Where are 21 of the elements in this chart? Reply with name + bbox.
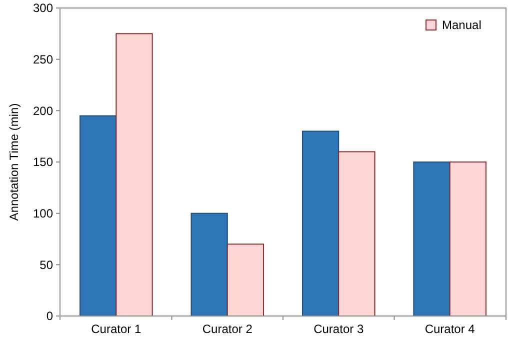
x-tick-label: Curator 1	[91, 322, 142, 336]
bar	[190, 212, 228, 316]
y-tick-label: 300	[32, 1, 54, 16]
x-tick-label: Curator 4	[424, 322, 476, 336]
y-tick-label: 50	[40, 258, 54, 272]
y-axis-title: Annotation Time (min)	[7, 103, 21, 221]
bar	[80, 115, 117, 316]
y-tick-label: 200	[32, 104, 54, 118]
x-tick-label: Curator 3	[314, 322, 364, 336]
legend-label: Manual	[442, 18, 482, 32]
bar	[226, 244, 264, 316]
bar	[302, 130, 340, 316]
bar	[338, 151, 376, 316]
y-tick-label: 150	[32, 155, 54, 170]
bar	[449, 162, 486, 316]
bar	[116, 33, 153, 316]
y-tick-label: 0	[46, 309, 54, 324]
x-tick-label: Curator 2	[202, 322, 253, 336]
y-tick-label: 100	[32, 206, 54, 221]
y-tick-label: 250	[32, 52, 54, 67]
bar	[413, 162, 450, 316]
